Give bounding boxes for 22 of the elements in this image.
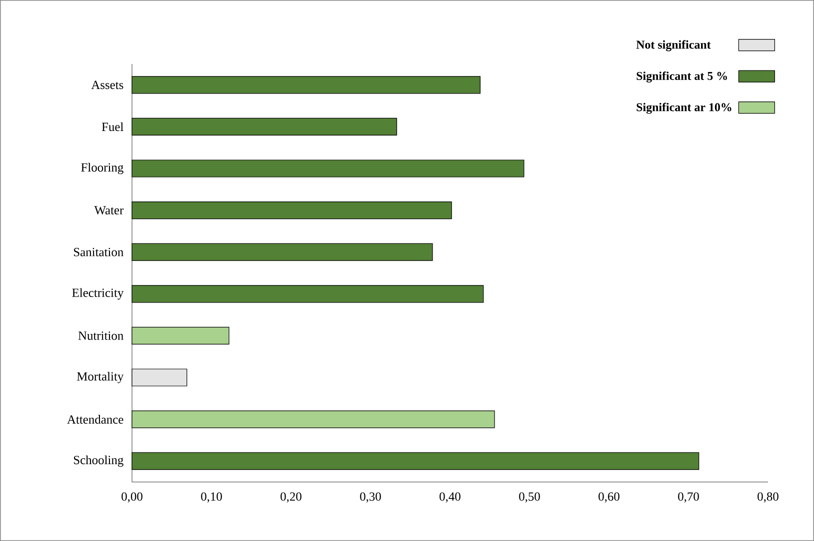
y-tick-label: Attendance [67, 414, 124, 424]
x-tick-label: 0,10 [201, 492, 222, 503]
y-tick-label: Fuel [102, 122, 124, 132]
y-tick-label: Assets [91, 80, 124, 90]
x-tick-label: 0,20 [280, 492, 302, 503]
x-tick-label: 0,70 [678, 492, 699, 503]
y-tick-label: Electricity [72, 288, 124, 300]
x-tick-label: 0,80 [758, 492, 778, 503]
y-tick-label: Sanitation [74, 248, 124, 256]
legend-label: Not significant [636, 40, 711, 52]
y-tick-label: Schooling [74, 455, 124, 467]
x-tick-label: 0,50 [519, 492, 540, 503]
y-tick-label: Flooring [81, 162, 124, 174]
x-tick-label: 0,40 [440, 492, 460, 503]
y-tick-label: Nutrition [78, 332, 124, 340]
legend-label: Significant ar 10% [636, 102, 732, 114]
x-tick-label: 0,00 [122, 492, 142, 503]
y-tick-label: Mortality [76, 372, 124, 384]
legend-label: Significant at 5 % [636, 71, 727, 83]
x-tick-label: 0,30 [360, 492, 381, 503]
x-tick-label: 0,60 [598, 492, 620, 503]
y-tick-label: Water [94, 206, 124, 214]
